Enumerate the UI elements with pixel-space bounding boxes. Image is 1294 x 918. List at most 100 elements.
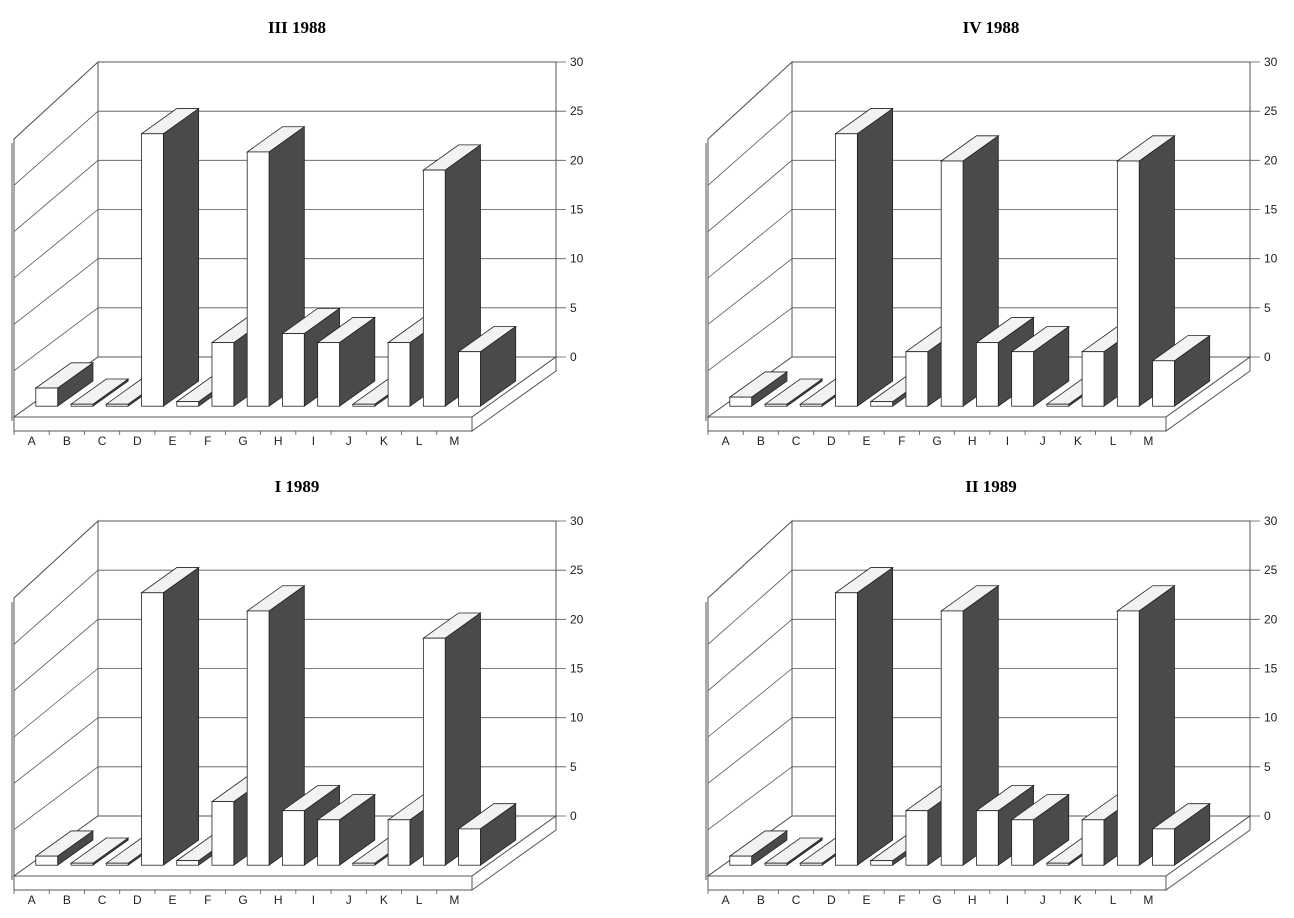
bar-A	[729, 855, 753, 866]
y-tick-label: 20	[1264, 612, 1278, 626]
x-tick-label: M	[1143, 434, 1153, 448]
chart-svg-2: I 1989 0 5 10 15 20 25 30 A B C D E F G H I J K L M	[11, 477, 584, 907]
x-tick-label: L	[1110, 434, 1117, 448]
x-tick-label: J	[346, 434, 352, 448]
bar-side-D	[162, 107, 200, 407]
x-tick-label: M	[449, 434, 459, 448]
y-tick-label: 5	[1264, 760, 1271, 774]
x-tick-label: C	[98, 893, 107, 907]
gridline-left	[707, 717, 793, 784]
y-tick-label: 20	[570, 612, 584, 626]
y-tick-label: 30	[1264, 55, 1278, 69]
x-tick-label: C	[98, 434, 107, 448]
left-wall	[13, 519, 99, 877]
bar-G	[940, 160, 964, 407]
floor-front-strip	[707, 875, 1167, 891]
bar-D	[835, 592, 858, 866]
x-tick-label: G	[238, 434, 247, 448]
bar-J	[1046, 862, 1070, 866]
chart-panel-0: III 1988 0 5 10 15 20 25 30 A B C D E F G H I J K L M	[0, 0, 600, 459]
gridline-left	[707, 160, 793, 232]
x-tick-label: I	[312, 893, 315, 907]
x-tick-label: A	[722, 434, 730, 448]
bar-L	[422, 637, 446, 866]
x-tick-label: B	[63, 434, 71, 448]
y-tick-label: 20	[570, 153, 584, 167]
gridline-left	[707, 569, 793, 645]
gridline-left	[13, 766, 99, 830]
x-tick-label: M	[449, 893, 459, 907]
chart-title: II 1989	[965, 477, 1016, 496]
bar-G	[246, 610, 270, 866]
bar-M	[1152, 360, 1175, 407]
floor-front-strip	[707, 416, 1167, 432]
x-tick-label: G	[932, 434, 941, 448]
gridline-left	[707, 766, 793, 830]
bar-B	[764, 862, 788, 866]
chart-title: III 1988	[268, 18, 326, 37]
bar-D	[141, 133, 164, 407]
floor-front-strip	[13, 875, 473, 891]
y-tick-label: 5	[570, 760, 577, 774]
bar-L	[1116, 160, 1140, 407]
chart-svg-1: IV 1988 0 5 10 15 20 25 30 A B C D E F G H I J K L M	[705, 18, 1278, 448]
x-tick-label: E	[169, 434, 177, 448]
bar-I	[317, 342, 340, 407]
x-tick-label: H	[968, 893, 977, 907]
x-tick-label: F	[898, 893, 905, 907]
chart-panel-2: I 1989 0 5 10 15 20 25 30 A B C D E F G H I J K L M	[0, 459, 600, 918]
bar-side-D	[162, 566, 200, 866]
floor-side-strip	[1165, 815, 1251, 891]
bar-I	[1011, 819, 1034, 866]
x-tick-label: E	[169, 893, 177, 907]
y-tick-label: 15	[1264, 203, 1278, 217]
x-tick-label: L	[1110, 893, 1117, 907]
bar-side-D	[856, 566, 894, 866]
y-tick-label: 10	[570, 252, 584, 266]
chart-title: IV 1988	[963, 18, 1020, 37]
x-tick-label: F	[204, 434, 211, 448]
x-tick-label: J	[1040, 434, 1046, 448]
x-tick-label: G	[238, 893, 247, 907]
chart-panel-3: II 1989 0 5 10 15 20 25 30 A B C D E F G H I J K L M	[694, 459, 1294, 918]
bar-E	[870, 401, 893, 407]
bar-C	[105, 862, 129, 866]
bar-I	[317, 819, 340, 866]
x-tick-label: I	[1006, 893, 1009, 907]
y-tick-label: 25	[1264, 104, 1278, 118]
gridline-left	[707, 307, 793, 371]
x-tick-label: K	[380, 893, 388, 907]
x-tick-label: I	[312, 434, 315, 448]
bar-F	[905, 351, 929, 407]
bar-G	[246, 151, 270, 407]
x-tick-label: H	[274, 434, 283, 448]
y-tick-label: 30	[1264, 514, 1278, 528]
x-tick-label: B	[63, 893, 71, 907]
x-tick-label: I	[1006, 434, 1009, 448]
bar-J	[1046, 403, 1070, 407]
floor-side-strip	[1165, 356, 1251, 432]
gridline-left	[707, 61, 793, 140]
bar-H	[282, 810, 305, 866]
bar-M	[458, 828, 481, 866]
bar-H	[976, 810, 999, 866]
bar-B	[70, 403, 94, 407]
x-tick-label: J	[1040, 893, 1046, 907]
y-tick-label: 25	[570, 104, 584, 118]
x-tick-label: B	[757, 893, 765, 907]
bar-A	[35, 855, 59, 866]
bar-D	[141, 592, 164, 866]
bar-C	[799, 862, 823, 866]
bar-G	[940, 610, 964, 866]
bar-M	[1152, 828, 1175, 866]
bar-A	[35, 387, 59, 407]
x-tick-label: A	[722, 893, 730, 907]
y-tick-label: 30	[570, 55, 584, 69]
x-tick-label: E	[863, 434, 871, 448]
bar-A	[729, 396, 753, 407]
x-tick-label: A	[28, 434, 36, 448]
floor-side-strip	[471, 815, 557, 891]
bar-C	[799, 403, 823, 407]
y-tick-label: 0	[1264, 809, 1271, 823]
gridline-left	[13, 717, 99, 784]
